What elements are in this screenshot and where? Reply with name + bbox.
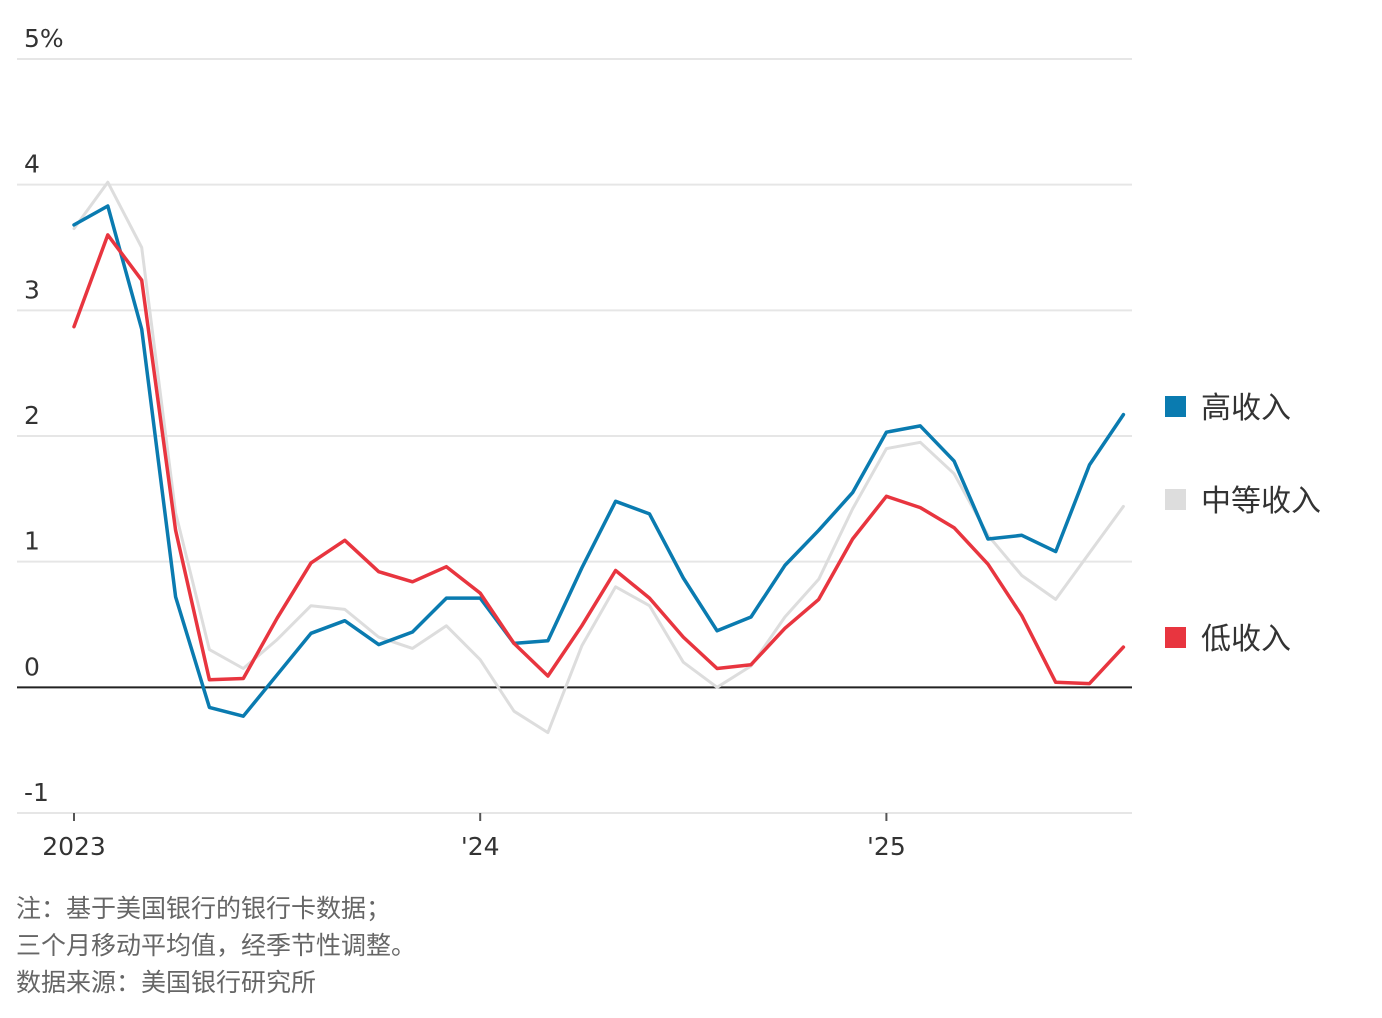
series-line-1 (72, 180, 1125, 735)
x-tick-label: '24 (461, 832, 500, 861)
x-tick-label: 2023 (42, 832, 106, 861)
legend-swatch (1165, 489, 1186, 510)
gridlines (17, 58, 1132, 814)
y-tick-label: 5% (24, 24, 64, 53)
legend-label: 低收入 (1201, 622, 1291, 657)
y-tick-label: 3 (24, 275, 40, 304)
source-line: 数据来源：美国银行研究所 (16, 968, 317, 997)
legend-swatch (1165, 627, 1186, 648)
chart-notes: 注：基于美国银行的银行卡数据； 三个月移动平均值，经季节性调整。 数据来源：美国… (16, 890, 416, 1001)
legend-swatch (1165, 396, 1186, 417)
y-tick-label: -1 (24, 778, 49, 807)
axes: 5% 4 3 2 1 0 -1 2023 '24 '25 (17, 24, 1132, 861)
y-tick-label: 4 (24, 150, 40, 179)
y-tick-label: 1 (24, 527, 40, 556)
y-tick-label: 2 (24, 401, 40, 430)
series-line-2 (72, 233, 1126, 686)
series-lines (72, 180, 1126, 735)
legend-label: 高收入 (1201, 391, 1291, 426)
legend-label: 中等收入 (1201, 484, 1321, 519)
series-line-0 (72, 204, 1126, 718)
note-line-1: 注：基于美国银行的银行卡数据； (16, 894, 392, 923)
x-tick-label: '25 (867, 832, 906, 861)
y-tick-label: 0 (24, 652, 40, 681)
note-line-2: 三个月移动平均值，经季节性调整。 (16, 931, 417, 960)
